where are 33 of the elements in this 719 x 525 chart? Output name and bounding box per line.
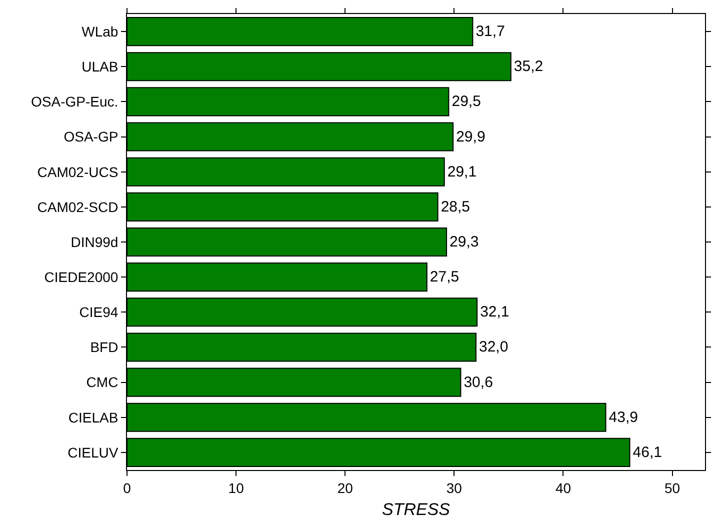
- y-tick-label: CIELAB: [68, 409, 118, 426]
- y-tick-label: CAM02-SCD: [37, 198, 118, 215]
- y-tick-label: DIN99d: [70, 234, 118, 250]
- x-tick-label: 20: [337, 480, 354, 496]
- data-label: 29,3: [450, 234, 479, 250]
- y-tick-label: CIELUV: [68, 444, 119, 460]
- y-tick-label: CIE94: [79, 304, 118, 320]
- data-label: 28,5: [440, 198, 470, 216]
- x-tick-label: 50: [664, 480, 680, 496]
- y-tick-label: OSA-GP-Euc.: [31, 94, 118, 110]
- x-tick-label: 0: [123, 480, 132, 496]
- x-axis-title: STRESS: [382, 500, 451, 520]
- data-label: 31,7: [476, 23, 505, 40]
- x-tick-label: 30: [446, 480, 462, 496]
- data-label: 30,6: [464, 374, 493, 391]
- y-tick-label: ULAB: [82, 58, 118, 75]
- y-tick-label: BFD: [90, 339, 118, 356]
- data-label: 29,9: [456, 128, 486, 146]
- data-label: 27,5: [430, 268, 460, 286]
- y-tick-label: OSA-GP: [64, 128, 118, 145]
- data-label: 43,9: [608, 408, 638, 426]
- data-label: 46,1: [632, 444, 662, 461]
- x-tick-label: 40: [555, 480, 572, 496]
- data-label: 32,0: [478, 338, 508, 356]
- data-label: 35,2: [514, 58, 544, 76]
- data-label: 29,1: [447, 163, 477, 180]
- y-tick-label: CAM02-UCS: [37, 164, 118, 180]
- x-tick-label: 10: [228, 480, 244, 496]
- y-tick-label: WLab: [82, 23, 118, 40]
- data-label: 32,1: [480, 304, 510, 321]
- y-tick-label: CIEDE2000: [44, 268, 118, 285]
- y-tick-label: CMC: [86, 374, 118, 390]
- data-label: 29,5: [452, 93, 481, 110]
